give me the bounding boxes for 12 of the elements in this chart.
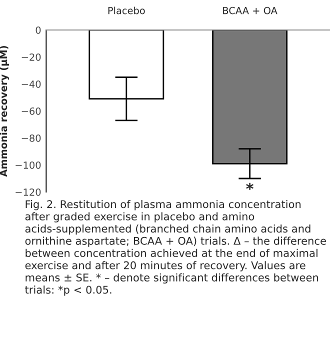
y-tick-label: 0	[36, 26, 41, 34]
y-tick-label: −60	[22, 107, 41, 115]
x-tick-label: BCAA + OA	[223, 6, 278, 14]
y-tick-label: −40	[22, 80, 41, 88]
y-axis-title: Ammonia recovery (µM)	[0, 46, 10, 177]
caption: Fig. 2. Restitution of plasma ammonia concentration after graded exercise in placebo and amino acids-supplemented (branched chain amino acids and ornithine aspartate; BCAA + OA) trials. Δ – the difference between concentration achieved at the end of maximal exercise and after 20 minutes of recovery. Values are means ± SE. * – denote significant differences between trials: *p < 0.05.	[25, 200, 326, 296]
annotation: *	[246, 182, 254, 190]
y-tick-label: −80	[22, 134, 41, 142]
y-tick-label: −120	[16, 188, 41, 196]
y-tick-label: −20	[22, 53, 41, 61]
y-tick-label: −100	[16, 161, 41, 169]
x-tick-label: Placebo	[108, 6, 145, 14]
